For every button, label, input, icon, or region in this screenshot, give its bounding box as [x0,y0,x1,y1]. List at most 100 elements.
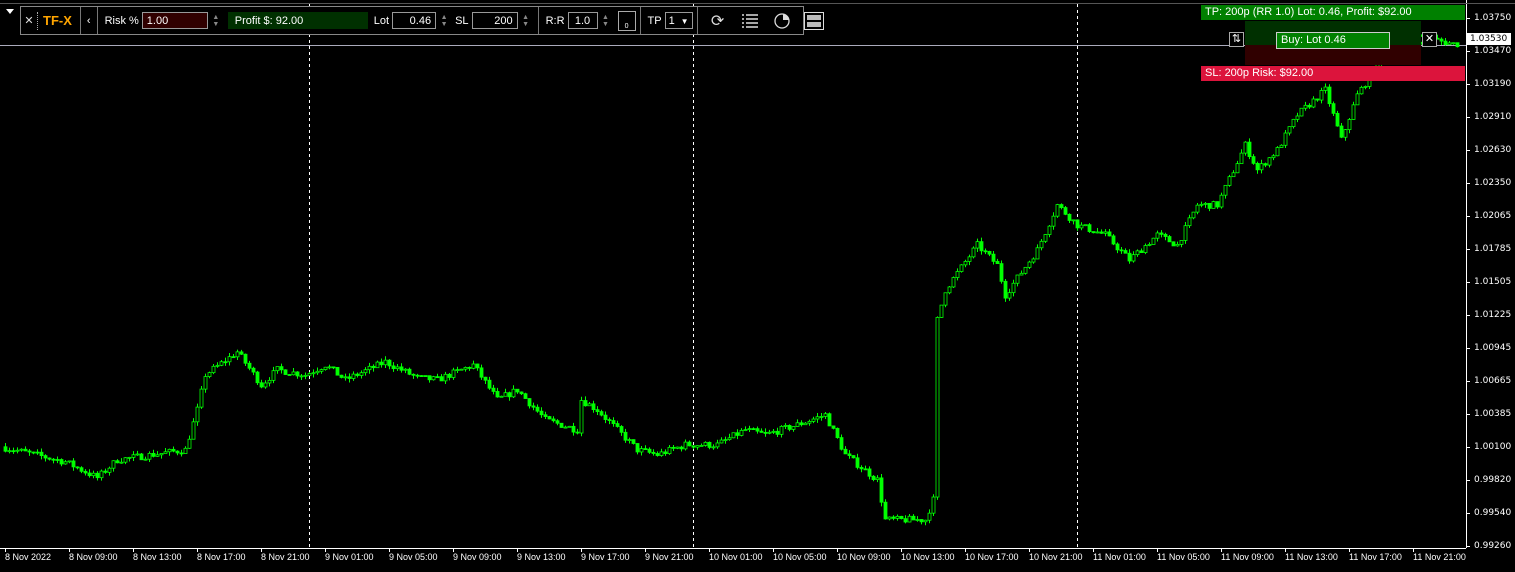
risk-label: Risk % [104,14,139,27]
candle [775,430,780,435]
candle [755,428,760,432]
risk-input[interactable]: 1.00 [141,12,208,29]
lot-input[interactable]: 0.46 [392,12,437,29]
candle [51,458,56,461]
candle [251,367,256,373]
candle [155,454,160,457]
buy-order-button[interactable]: Buy: Lot 0.46 [1276,32,1390,49]
price-tick-label: 0.99260 [1474,541,1512,551]
candle [87,472,92,477]
price-tick-label: 1.02630 [1474,144,1512,155]
candle [423,375,428,377]
candle [739,429,744,436]
menu-arrow-icon[interactable] [6,9,14,14]
candle [1439,38,1444,42]
candle [883,501,888,520]
sl-spinner-icon[interactable]: ▲ ▼ [522,13,530,28]
candle [411,373,416,376]
candle [407,368,412,375]
candle [1035,247,1040,260]
candle [259,382,264,388]
candle [1091,231,1096,234]
candle [367,365,372,371]
candle [783,425,788,427]
candle [395,366,400,370]
candle [655,453,660,456]
time-tick-label: 11 Nov 09:00 [1221,552,1274,562]
candle [1255,162,1260,171]
rr-spinner-icon[interactable]: ▲ ▼ [602,13,609,28]
candle [895,515,900,519]
candle [711,446,716,449]
candle [843,448,848,455]
time-tick-label: 10 Nov 13:00 [901,552,955,562]
candle [647,448,652,453]
candle [1259,163,1264,171]
candle [659,451,664,456]
stop-loss-line-label[interactable]: SL: 200p Risk: $92.00 [1201,66,1465,81]
candle [963,261,968,266]
candle [667,446,672,455]
pie-chart-icon[interactable] [771,10,793,32]
rr-input[interactable]: 1.0 [567,12,598,29]
candle [443,373,448,382]
candle [431,376,436,381]
price-tick-label: 1.01225 [1474,309,1512,320]
refresh-icon[interactable]: ⟳ [710,12,725,30]
candle [319,369,324,372]
divider [96,7,98,34]
time-tick-label: 9 Nov 05:00 [389,552,438,562]
candle [163,451,168,454]
sl-input[interactable]: 200 [471,12,518,29]
drag-handle[interactable] [37,11,39,30]
candle [1167,236,1172,243]
candle [1247,141,1252,157]
candle [851,455,856,459]
collapse-icon[interactable]: ‹ [86,14,91,27]
candle [359,372,364,376]
candle [1447,42,1452,46]
time-tick-label: 9 Nov 13:00 [517,552,566,562]
candle [795,422,800,427]
time-tick-label: 10 Nov 05:00 [773,552,827,562]
lock-icon[interactable]: 0 [617,10,636,31]
list-icon[interactable] [739,10,761,32]
candle [1127,252,1132,262]
take-profit-line-label[interactable]: TP: 200p (RR 1.0) Lot: 0.46, Profit: $92… [1201,5,1465,20]
candle [167,448,172,453]
candle [1243,141,1248,154]
close-order-icon[interactable]: ✕ [1422,32,1437,47]
candle [991,253,996,262]
candle [119,461,124,464]
candle [31,451,36,454]
close-icon[interactable]: ✕ [24,15,34,27]
candle [7,450,12,453]
candle [91,472,96,477]
candle [1359,86,1364,95]
candle [1051,215,1056,227]
price-tick-label: 1.00385 [1474,408,1512,419]
candle [987,251,992,255]
candle [943,292,948,306]
candle [331,366,336,369]
tp-value: 1 [668,15,675,27]
candle [763,432,768,434]
tp-select[interactable]: 1 ▼ [664,12,693,29]
price-tick-label: 1.00945 [1474,342,1512,353]
candle [1207,202,1212,209]
layout-icon[interactable] [803,10,825,32]
candle [759,430,764,433]
candle [99,470,104,479]
candle [735,432,740,436]
candle [287,374,292,376]
reverse-icon[interactable]: ⇅ [1229,32,1244,47]
risk-spinner-icon[interactable]: ▲ ▼ [212,13,220,28]
lot-spinner-icon[interactable]: ▲ ▼ [440,13,448,28]
candle [307,373,312,376]
candle [1159,232,1164,235]
divider [696,7,698,34]
candle [767,431,772,434]
candle [1227,176,1232,186]
brand-logo: TF-X [43,13,72,28]
